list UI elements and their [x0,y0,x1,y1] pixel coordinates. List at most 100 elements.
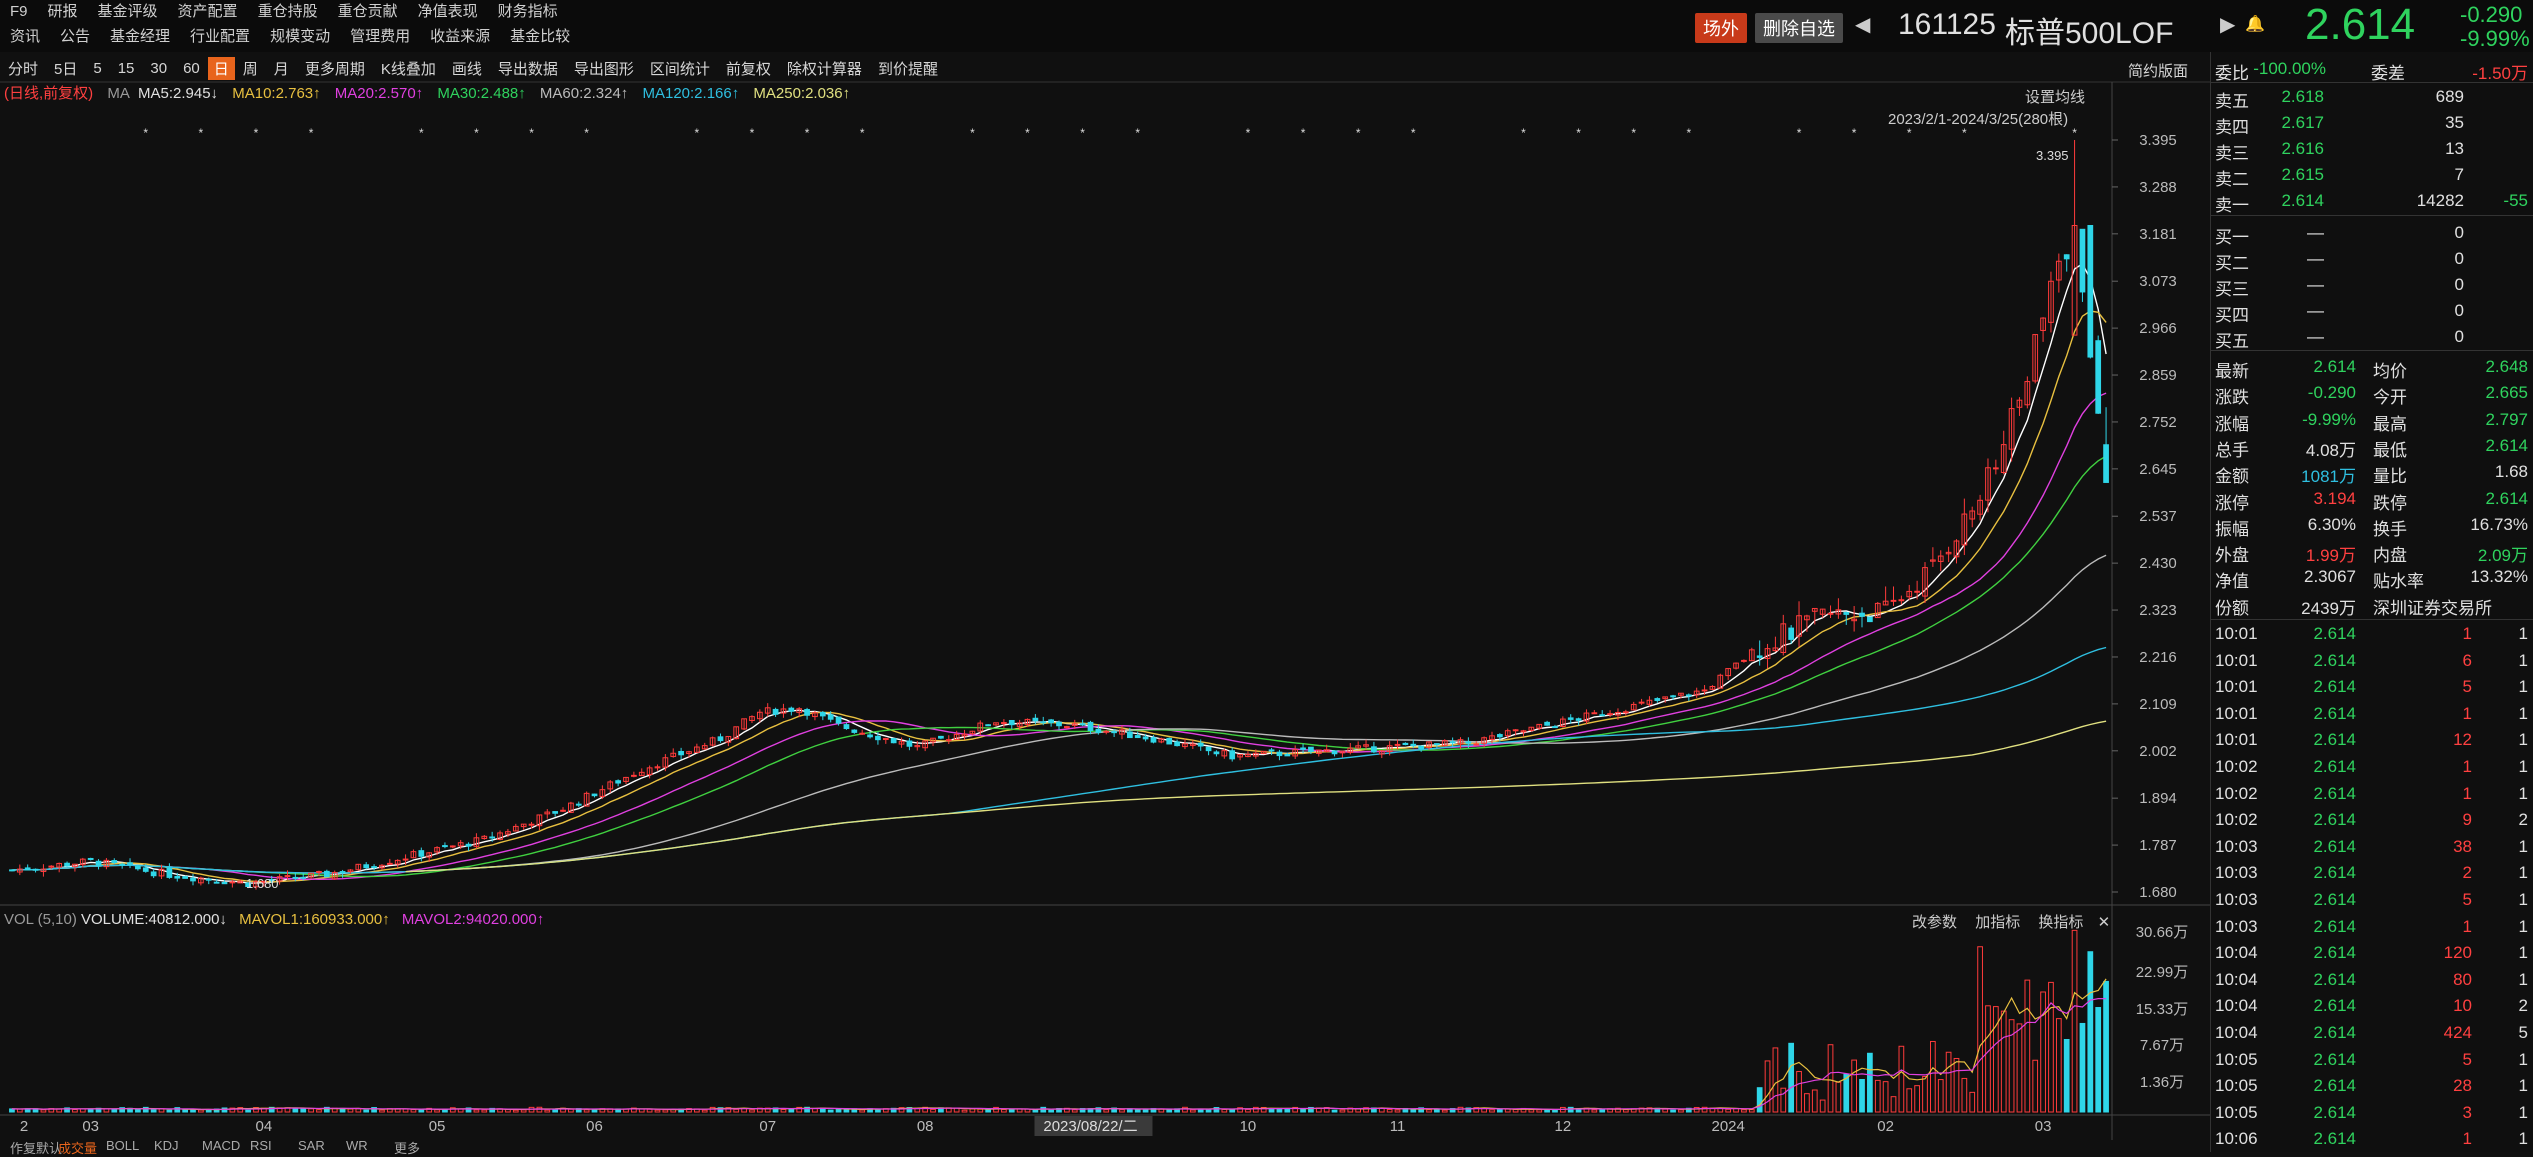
event-marker-icon[interactable]: * [1907,126,1912,140]
event-marker-icon[interactable]: * [1080,126,1085,140]
event-marker-icon[interactable]: * [1411,126,1416,140]
indicator-tab[interactable]: WR [346,1138,368,1153]
toolbar-item[interactable]: 30 [150,59,168,77]
event-marker-icon[interactable]: * [2072,126,2077,140]
event-marker-icon[interactable]: * [1356,126,1361,140]
event-marker-icon[interactable]: * [529,126,534,140]
volume-bar [489,1107,496,1113]
toolbar-item[interactable]: 5 [93,59,102,77]
event-marker-icon[interactable]: * [1962,126,1967,140]
toolbar-item[interactable]: 更多周期 [304,60,365,78]
bell-icon[interactable]: 🔔 [2245,16,2265,33]
prev-arrow-icon[interactable]: ◀ [1855,14,1871,36]
event-marker-icon[interactable]: * [309,126,314,140]
event-marker-icon[interactable]: * [254,126,259,140]
candle-body [32,868,39,871]
event-marker-icon[interactable]: * [474,126,479,140]
indicator-tab[interactable]: MACD [202,1138,241,1153]
menu-item[interactable]: 行业配置 [190,28,251,45]
event-marker-icon[interactable]: * [750,126,755,140]
toolbar-item[interactable]: 60 [183,59,200,77]
indicator-tab[interactable]: KDJ [154,1138,179,1153]
tick-time: 10:01 [2215,677,2258,697]
volume-axis-label: 15.33万 [2136,1001,2189,1018]
event-marker-icon[interactable]: * [199,126,204,140]
menu-item[interactable]: 净值表现 [417,3,478,20]
event-marker-icon[interactable]: * [1686,126,1691,140]
menu-item[interactable]: 基金评级 [97,3,158,20]
event-marker-icon[interactable]: * [1631,126,1636,140]
switch-indicator-button[interactable]: 换指标 [2038,914,2084,931]
indicator-tab[interactable]: RSI [250,1138,272,1153]
candle-body [1685,694,1692,697]
x-axis-label: 04 [256,1118,273,1135]
candle-body [1985,467,1991,501]
menu-item[interactable]: 基金比较 [510,28,571,45]
edit-params-button[interactable]: 改参数 [1912,914,1958,931]
event-marker-icon[interactable]: * [970,126,975,140]
candle-body [386,862,393,865]
toolbar-item[interactable]: 分时 [8,60,39,78]
stat-row: 涨停 3.194 跌停 2.614 [2211,486,2533,513]
event-marker-icon[interactable]: * [584,126,589,140]
toolbar-item[interactable]: 5日 [54,60,78,78]
toolbar-item[interactable]: 导出数据 [497,60,558,78]
event-marker-icon[interactable]: * [1135,126,1140,140]
event-marker-icon[interactable]: * [143,126,148,140]
toolbar-item[interactable]: 导出图形 [573,60,634,78]
event-marker-icon[interactable]: * [1576,126,1581,140]
event-marker-icon[interactable]: * [1246,126,1251,140]
event-marker-icon[interactable]: * [419,126,424,140]
menu-item[interactable]: 重仓持股 [257,3,318,20]
toolbar-item[interactable]: 前复权 [725,60,771,78]
menu-item[interactable]: 收益来源 [430,28,491,45]
volume-bar [402,1108,409,1113]
indicator-tab[interactable]: BOLL [106,1138,140,1153]
kline-chart[interactable]: 3.395 3.288 3.181 3.073 2.966 2.859 2.752 2.645… [0,0,2210,1152]
simple-layout-button[interactable]: 简约版面 [2128,63,2189,80]
remove-favorite-button[interactable]: 删除自选 [1755,13,1843,43]
toolbar-item[interactable]: 到价提醒 [877,60,938,78]
event-marker-icon[interactable]: * [805,126,810,140]
event-marker-icon[interactable]: * [860,126,865,140]
add-indicator-button[interactable]: 加指标 [1975,914,2021,931]
event-marker-icon[interactable]: * [1025,126,1030,140]
menu-item[interactable]: 财务指标 [497,3,558,20]
toolbar-item[interactable]: 除权计算器 [786,60,862,78]
toolbar-item[interactable]: 画线 [451,60,482,78]
menu-item[interactable]: 研报 [47,3,78,20]
indicator-tab[interactable]: 成交量 [58,1141,98,1156]
menu-item[interactable]: F9 [10,3,28,20]
close-icon[interactable]: ✕ [2097,914,2111,931]
candle-body [796,708,803,713]
toolbar-item[interactable]: 周 [242,60,258,78]
indicator-tab[interactable]: SAR [298,1138,325,1153]
set-ma-button[interactable]: 设置均线 [2025,89,2086,106]
toolbar-item[interactable]: 月 [273,60,289,78]
candle-body [575,803,582,806]
menu-item[interactable]: 规模变动 [270,28,331,45]
menu-item[interactable]: 资讯 [10,28,41,45]
event-marker-icon[interactable]: * [1852,126,1857,140]
indicator-tab[interactable]: 更多 [394,1141,421,1156]
chnl-button[interactable]: 场外 [1695,13,1747,43]
next-arrow-icon[interactable]: ▶ [2220,14,2236,36]
toolbar-item[interactable]: 区间统计 [649,60,710,78]
event-marker-icon[interactable]: * [1797,126,1802,140]
menu-item[interactable]: 管理费用 [350,28,411,45]
event-marker-icon[interactable]: * [1521,126,1526,140]
candle-body [1111,731,1117,734]
event-marker-icon[interactable]: * [695,126,700,140]
candle-body [1481,737,1487,744]
menu-item[interactable]: 资产配置 [177,3,238,20]
menu-item[interactable]: 基金经理 [110,28,171,45]
toolbar-item[interactable]: 日 [207,56,235,80]
toolbar-item[interactable]: 15 [117,59,135,77]
menu-item[interactable]: 重仓贡献 [337,3,398,20]
indicator-tab[interactable]: 作复默认 [10,1141,63,1156]
stat-label: 深圳证券交易所 [2373,598,2492,618]
menu-item[interactable]: 公告 [60,28,91,45]
toolbar-item[interactable]: K线叠加 [380,60,436,78]
event-marker-icon[interactable]: * [1301,126,1306,140]
stat-label: 贴水率 [2373,572,2424,592]
